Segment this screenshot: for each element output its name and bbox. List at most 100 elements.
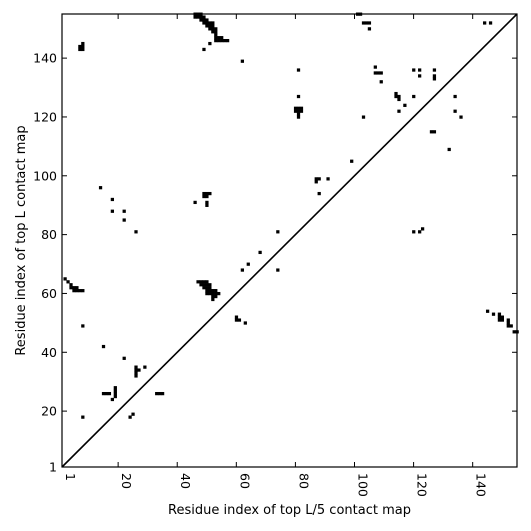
upper-point-95 [276,230,280,234]
lower-point-49 [134,365,138,369]
lower-point-48 [110,397,115,402]
x-tick-label-120: 120 [415,473,430,497]
upper-point-51 [361,21,366,25]
lower-point-25 [208,289,212,293]
upper-point-20 [208,24,212,28]
upper-point-16 [205,21,209,25]
upper-point-58 [379,71,383,75]
lower-point-65 [497,318,502,322]
lower-point-24 [205,289,209,293]
lower-point-10 [81,324,85,328]
upper-point-76 [453,94,457,99]
lower-point-13 [196,280,200,284]
lower-point-67 [506,318,510,322]
upper-point-83 [110,209,115,213]
upper-point-31 [214,39,218,43]
lower-point-12 [81,415,85,419]
lower-point-66 [500,318,505,322]
upper-point-26 [214,30,218,34]
upper-point-40 [296,94,301,99]
upper-point-69 [418,74,422,78]
upper-point-24 [214,27,218,31]
lower-point-9 [81,289,85,293]
lower-point-11 [101,344,106,349]
upper-point-55 [373,65,377,69]
lower-point-64 [500,315,505,319]
lower-point-51 [134,371,138,375]
upper-point-68 [418,68,422,72]
lower-point-38 [237,318,242,322]
lower-point-34 [214,294,218,299]
lower-point-69 [506,324,510,328]
lower-point-58 [158,391,162,396]
upper-point-15 [202,21,206,25]
upper-point-10 [199,15,203,19]
upper-point-46 [299,109,304,113]
upper-point-101 [350,159,354,163]
upper-point-17 [208,21,212,25]
lower-point-37 [234,318,239,322]
upper-point-65 [403,103,407,107]
upper-point-64 [397,97,401,102]
upper-point-84 [122,209,126,213]
upper-point-34 [223,39,227,43]
upper-point-21 [211,24,215,28]
upper-point-98 [314,180,318,184]
upper-point-43 [299,106,304,110]
lower-point-70 [509,324,513,328]
lower-point-55 [128,415,132,419]
lower-point-18 [202,283,206,287]
upper-point-59 [379,80,383,84]
upper-point-75 [432,130,437,134]
lower-point-0 [63,277,67,281]
y-tick-label-20: 20 [41,404,57,419]
upper-point-25 [211,30,215,34]
lower-point-15 [202,280,206,284]
upper-point-32 [217,39,221,43]
upper-point-77 [453,109,457,113]
upper-point-100 [317,191,321,196]
upper-point-41 [293,106,298,110]
upper-point-60 [361,115,366,119]
lower-point-47 [113,394,117,399]
lower-point-68 [506,321,510,325]
lower-point-21 [202,286,206,290]
x-tick-label-1: 1 [63,473,78,481]
upper-point-12 [199,18,203,22]
lower-point-62 [497,312,502,316]
lower-point-6 [72,289,76,293]
lower-point-35 [211,297,215,302]
upper-point-18 [211,21,215,25]
upper-point-3 [81,44,85,49]
y-tick-label-60: 60 [41,286,57,301]
upper-point-35 [225,39,230,43]
upper-point-45 [296,109,301,113]
lower-point-45 [113,389,117,393]
upper-point-14 [205,18,209,22]
x-tick-label-40: 40 [178,473,193,489]
upper-point-79 [483,21,487,25]
upper-point-52 [364,21,369,25]
lower-point-60 [485,309,490,313]
upper-point-13 [202,18,206,22]
upper-point-99 [326,177,330,181]
upper-point-82 [110,197,115,202]
upper-point-85 [122,218,126,222]
upper-point-91 [202,194,206,199]
upper-point-29 [217,36,221,40]
upper-point-19 [205,24,209,28]
upper-point-90 [208,191,212,196]
upper-point-37 [208,41,212,46]
upper-point-1 [81,47,85,52]
lower-point-27 [214,289,218,293]
upper-point-71 [432,68,437,72]
upper-point-0 [78,47,82,52]
upper-point-81 [98,186,103,190]
lower-point-44 [113,386,117,390]
upper-point-33 [220,39,224,43]
x-axis-ticks: 1 20 40 60 80 100 120 140 [61,14,489,497]
lower-point-31 [214,291,218,296]
lower-point-2 [69,283,73,287]
